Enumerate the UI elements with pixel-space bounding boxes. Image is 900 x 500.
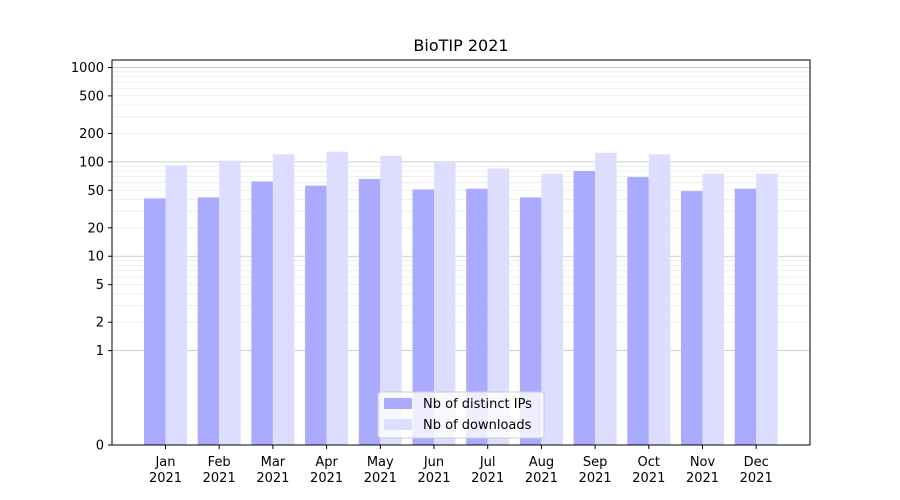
bar xyxy=(380,155,402,445)
x-tick-label: 2021 xyxy=(417,471,450,486)
bar xyxy=(595,152,617,445)
y-tick-label: 50 xyxy=(87,184,104,199)
bar xyxy=(144,198,166,445)
x-tick-label: Feb xyxy=(208,455,231,470)
legend-swatch xyxy=(384,419,412,430)
x-tick-label: 2021 xyxy=(364,471,397,486)
bar xyxy=(165,165,187,445)
bar xyxy=(272,154,295,445)
x-tick-label: May xyxy=(367,455,394,470)
x-tick-label: 2021 xyxy=(686,471,719,486)
x-tick-label: 2021 xyxy=(310,471,343,486)
y-tick-label: 100 xyxy=(79,155,104,170)
plot-frame xyxy=(111,59,811,446)
y-tick-label: 1000 xyxy=(71,61,104,76)
bar xyxy=(358,178,381,445)
x-tick-label: Sep xyxy=(583,455,608,470)
x-tick-label: Jun xyxy=(423,455,444,470)
y-tick-label: 20 xyxy=(87,221,104,236)
bar xyxy=(702,173,724,446)
bar xyxy=(305,185,327,445)
legend-label: Nb of downloads xyxy=(423,418,532,433)
y-tick-label: 2 xyxy=(96,316,104,331)
bar xyxy=(434,162,456,445)
bar xyxy=(197,197,220,445)
bar xyxy=(251,181,273,445)
bar xyxy=(466,188,488,445)
x-axis: Jan2021Feb2021Mar2021Apr2021May2021Jun20… xyxy=(149,445,773,486)
x-tick-label: Nov xyxy=(690,455,716,470)
bar xyxy=(756,173,778,446)
x-tick-label: Jul xyxy=(479,455,496,470)
bar xyxy=(627,177,649,445)
y-tick-label: 200 xyxy=(79,127,104,142)
x-tick-label: 2021 xyxy=(149,471,182,486)
legend-swatch xyxy=(384,398,412,409)
legend-label: Nb of distinct IPs xyxy=(423,397,532,412)
chart-title: BioTIP 2021 xyxy=(413,36,508,55)
bar xyxy=(412,189,434,445)
x-tick-label: 2021 xyxy=(203,471,236,486)
bar xyxy=(519,197,542,445)
bar xyxy=(573,171,596,446)
bar xyxy=(681,191,703,445)
y-tick-label: 500 xyxy=(79,89,104,104)
x-tick-label: 2021 xyxy=(632,471,665,486)
x-tick-label: Jan xyxy=(154,455,175,470)
x-tick-label: Apr xyxy=(315,455,338,470)
x-tick-label: Mar xyxy=(261,455,286,470)
legend-box xyxy=(377,391,545,439)
x-tick-label: 2021 xyxy=(525,471,558,486)
x-tick-label: 2021 xyxy=(256,471,289,486)
bar xyxy=(734,188,757,445)
x-tick-label: Oct xyxy=(638,455,660,470)
bar xyxy=(487,168,510,445)
bar xyxy=(326,151,349,446)
bar xyxy=(219,160,241,445)
x-tick-label: Dec xyxy=(744,455,769,470)
x-tick-label: Aug xyxy=(529,455,554,470)
y-axis: 0 1 2 5 10 20 50 100 200 500 1000 xyxy=(71,61,112,454)
bar xyxy=(541,173,563,446)
legend: Nb of distinct IPs Nb of downloads xyxy=(377,391,545,439)
y-tick-label: 1 xyxy=(96,344,104,359)
x-tick-label: 2021 xyxy=(579,471,612,486)
y-tick-label: 5 xyxy=(96,278,104,293)
y-tick-label: 0 xyxy=(96,439,104,454)
bar xyxy=(648,154,671,445)
x-tick-label: 2021 xyxy=(471,471,504,486)
y-tick-label: 10 xyxy=(87,250,104,265)
x-tick-label: 2021 xyxy=(740,471,773,486)
bars xyxy=(144,151,778,446)
